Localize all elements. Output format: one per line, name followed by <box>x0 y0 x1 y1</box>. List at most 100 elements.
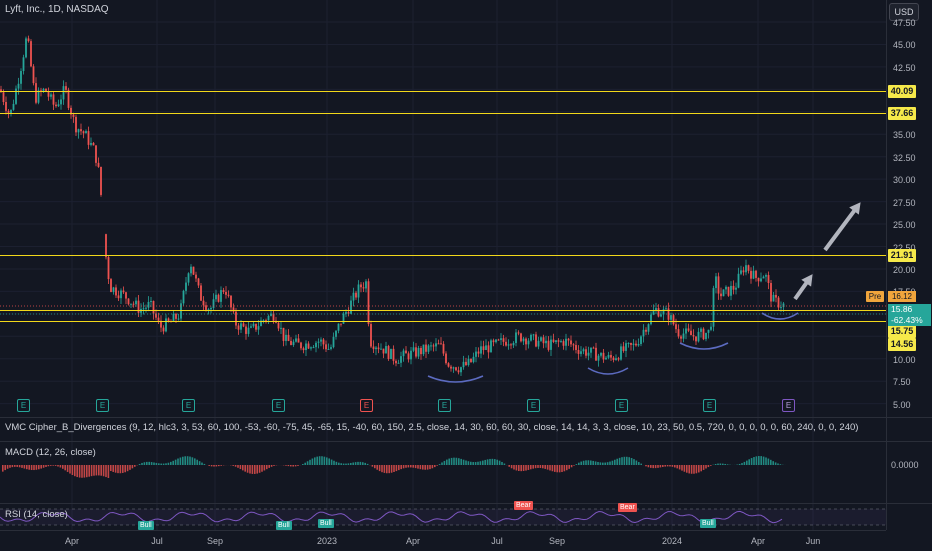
macd-bar <box>768 459 770 465</box>
macd-bar <box>67 465 69 472</box>
earnings-icon[interactable]: E <box>438 399 451 412</box>
earnings-icon[interactable]: E <box>96 399 109 412</box>
signal-badge: Bull <box>276 521 292 530</box>
candle-body <box>515 332 517 343</box>
pane-separator[interactable] <box>0 417 932 418</box>
earnings-icon[interactable]: E <box>782 399 795 412</box>
chart-canvas[interactable] <box>0 0 886 530</box>
earnings-icon[interactable]: E <box>703 399 716 412</box>
macd-bar <box>657 465 659 468</box>
candle-body <box>3 92 5 102</box>
pane-separator[interactable] <box>0 441 932 442</box>
macd-bar <box>549 465 551 470</box>
level-line-40-09[interactable] <box>0 91 886 92</box>
pane-separator[interactable] <box>0 503 932 504</box>
macd-indicator-label[interactable]: MACD (12, 26, close) <box>5 447 96 458</box>
level-line-14-56[interactable] <box>0 321 886 322</box>
candle-body <box>595 348 597 361</box>
macd-bar <box>470 462 472 465</box>
macd-bar <box>261 465 263 472</box>
candle-body <box>675 324 677 329</box>
macd-bar <box>612 461 614 465</box>
symbol-title[interactable]: Lyft, Inc., 1D, NASDAQ <box>5 4 109 15</box>
macd-bar <box>204 464 206 465</box>
macd-bar <box>321 456 323 465</box>
candle-body <box>78 129 80 132</box>
macd-bar <box>453 458 455 465</box>
candle-body <box>590 348 592 353</box>
macd-bar <box>751 458 753 465</box>
price-tick-label: 10.00 <box>893 355 916 365</box>
macd-bar <box>9 465 11 468</box>
rsi-indicator-label[interactable]: RSI (14, close) <box>5 509 68 520</box>
candle-body <box>53 94 55 104</box>
macd-bar <box>432 465 434 468</box>
candle-body <box>430 345 432 346</box>
candle-body <box>298 338 300 342</box>
earnings-icon[interactable]: E <box>182 399 195 412</box>
candle-body <box>65 86 67 90</box>
candle-body <box>578 350 580 354</box>
price-tick-label: 30.00 <box>893 175 916 185</box>
macd-bar <box>357 462 359 465</box>
level-line-15-75[interactable] <box>0 310 886 311</box>
earnings-icon[interactable]: E <box>360 399 373 412</box>
candle-body <box>255 324 257 330</box>
candle-body <box>770 283 772 301</box>
level-line-37-66[interactable] <box>0 113 886 114</box>
candle-body <box>535 334 537 346</box>
macd-bar <box>72 465 74 475</box>
macd-bar <box>520 465 522 471</box>
candle-body <box>125 292 127 298</box>
candle-body <box>428 345 430 351</box>
trend-arrow-icon[interactable] <box>820 199 865 254</box>
candle-body <box>735 288 737 290</box>
candle-body <box>750 271 752 279</box>
level-line-21-91[interactable] <box>0 255 886 256</box>
macd-bar <box>441 462 443 465</box>
macd-bar <box>199 461 201 465</box>
macd-bar <box>535 465 537 468</box>
vmc-indicator-label[interactable]: VMC Cipher_B_Divergences (9, 12, hlc3, 3… <box>5 422 858 433</box>
level-label-15-75: 15.75 <box>888 325 916 338</box>
macd-bar <box>748 459 750 465</box>
macd-bar <box>511 465 513 468</box>
macd-bar <box>156 463 158 465</box>
candle-body <box>610 355 612 358</box>
candle-body <box>678 329 680 336</box>
price-chart[interactable] <box>0 0 886 530</box>
macd-bar <box>710 465 712 466</box>
macd-bar <box>566 465 568 470</box>
macd-bar <box>297 465 299 466</box>
candle-body <box>358 285 360 298</box>
candle-body <box>108 257 110 279</box>
earnings-icon[interactable]: E <box>527 399 540 412</box>
candle-body <box>163 328 165 332</box>
earnings-icon[interactable]: E <box>615 399 628 412</box>
candle-body <box>705 333 707 339</box>
macd-bar <box>2 465 4 472</box>
candle-body <box>575 345 577 350</box>
earnings-icon[interactable]: E <box>17 399 30 412</box>
candle-body <box>438 343 440 344</box>
macd-bar <box>400 465 402 469</box>
candle-body <box>333 337 335 347</box>
earnings-icon[interactable]: E <box>272 399 285 412</box>
macd-bar <box>91 465 93 476</box>
macd-bar <box>62 465 64 469</box>
macd-bar <box>146 462 148 465</box>
candle-body <box>243 323 245 326</box>
macd-bar <box>684 465 686 472</box>
macd-bar <box>158 463 160 465</box>
candle-body <box>28 38 30 41</box>
macd-bar <box>552 465 554 471</box>
candle-body <box>598 356 600 361</box>
candle-body <box>18 84 20 89</box>
rsi-band <box>0 509 886 525</box>
candle-body <box>258 326 260 330</box>
candle-body <box>93 143 95 145</box>
candle-body <box>648 324 650 332</box>
macd-bar <box>192 457 194 465</box>
candle-body <box>105 234 107 257</box>
